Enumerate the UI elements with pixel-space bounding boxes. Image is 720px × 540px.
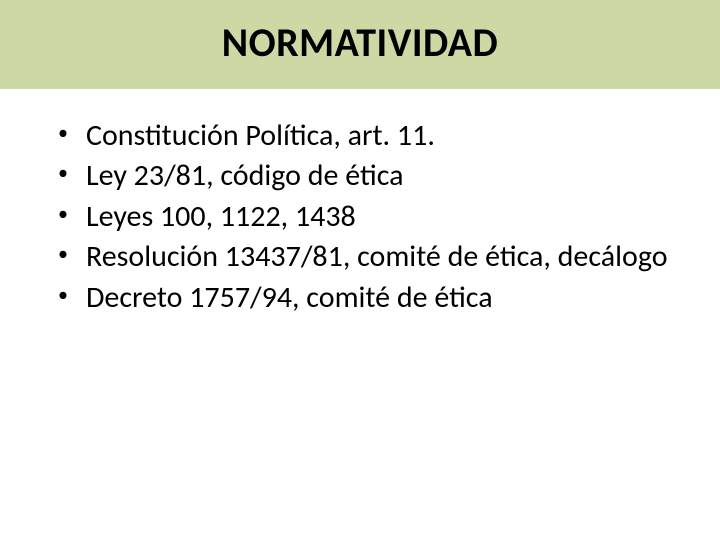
bullet-icon: • bbox=[58, 117, 68, 149]
bullet-icon: • bbox=[58, 279, 68, 311]
title-bar: NORMATIVIDAD bbox=[0, 0, 720, 89]
bullet-text: Resolución 13437/81, comité de ética, de… bbox=[86, 238, 670, 276]
bullet-icon: • bbox=[58, 157, 68, 189]
bullet-icon: • bbox=[58, 238, 68, 270]
list-item: • Leyes 100, 1122, 1438 bbox=[50, 198, 670, 236]
list-item: • Decreto 1757/94, comité de ética bbox=[50, 279, 670, 317]
slide-title: NORMATIVIDAD bbox=[0, 18, 720, 67]
bullet-text: Leyes 100, 1122, 1438 bbox=[86, 198, 670, 236]
bullet-icon: • bbox=[58, 198, 68, 230]
list-item: • Constitución Política, art. 11. bbox=[50, 117, 670, 155]
bullet-text: Ley 23/81, código de ética bbox=[86, 157, 670, 195]
slide-content: • Constitución Política, art. 11. • Ley … bbox=[0, 89, 720, 317]
list-item: • Resolución 13437/81, comité de ética, … bbox=[50, 238, 670, 276]
bullet-text: Decreto 1757/94, comité de ética bbox=[86, 279, 670, 317]
bullet-text: Constitución Política, art. 11. bbox=[86, 117, 670, 155]
bullet-list: • Constitución Política, art. 11. • Ley … bbox=[50, 117, 670, 317]
list-item: • Ley 23/81, código de ética bbox=[50, 157, 670, 195]
